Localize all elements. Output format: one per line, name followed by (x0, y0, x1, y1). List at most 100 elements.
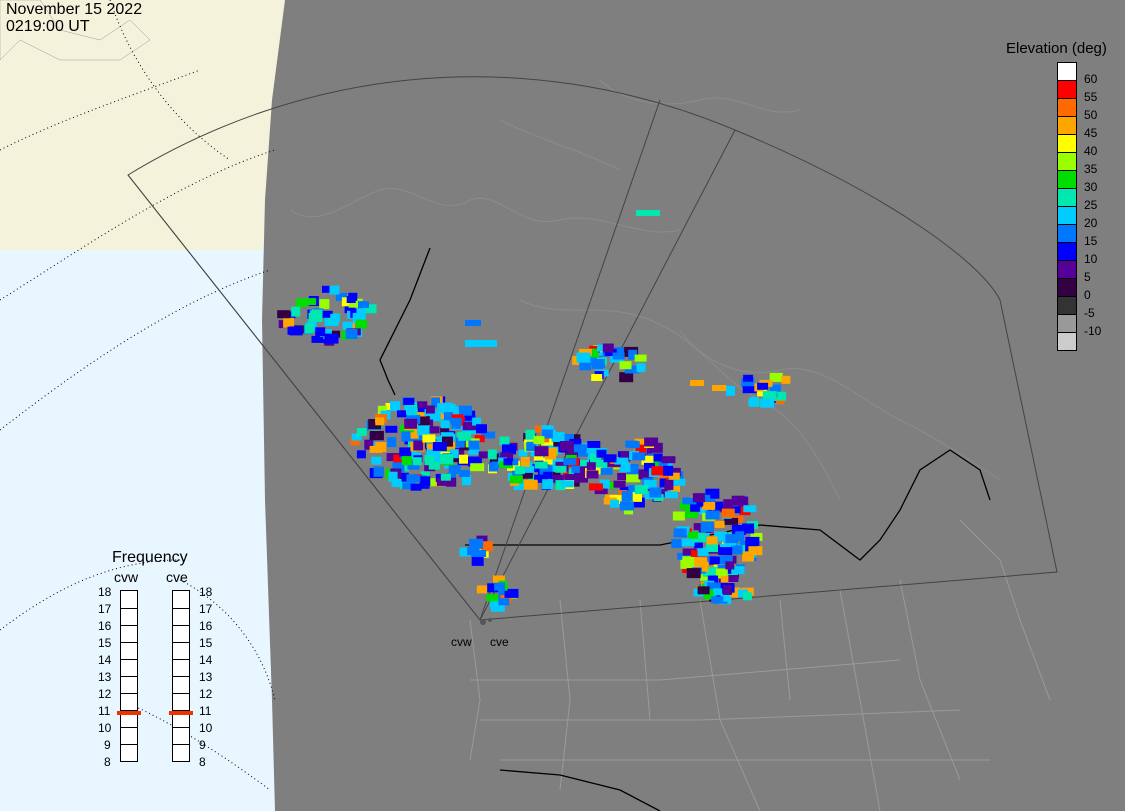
legend-swatch (1058, 135, 1076, 153)
frequency-tick-label: 13 (98, 670, 112, 684)
backscatter-cell (653, 453, 663, 462)
backscatter-cell (413, 440, 424, 451)
backscatter-cell (625, 440, 638, 448)
backscatter-cell (425, 405, 435, 414)
backscatter-cell (399, 447, 412, 457)
backscatter-cell (403, 398, 415, 405)
backscatter-cell (735, 531, 745, 542)
backscatter-cell (628, 485, 641, 493)
backscatter-cell (559, 441, 574, 451)
backscatter-cell (468, 445, 480, 455)
backscatter-cell (628, 349, 638, 360)
backscatter-cell (356, 308, 366, 318)
backscatter-cell (626, 474, 641, 483)
backscatter-cell (728, 575, 739, 582)
backscatter-cell (638, 469, 653, 480)
backscatter-cell (548, 447, 558, 456)
backscatter-cell (448, 465, 461, 474)
backscatter-cell (651, 442, 663, 453)
backscatter-cell (507, 460, 520, 471)
legend-level-label: 55 (1084, 90, 1098, 104)
backscatter-cell (706, 536, 718, 545)
backscatter-cell (631, 491, 642, 502)
backscatter-cell (320, 310, 333, 318)
backscatter-cell (295, 298, 307, 308)
frequency-tick-label: 14 (199, 653, 213, 667)
backscatter-cell (724, 517, 739, 525)
frequency-marker (117, 711, 141, 716)
radar-site-cvw (480, 619, 486, 625)
backscatter-cell (760, 398, 775, 408)
backscatter-cell (707, 582, 718, 593)
backscatter-cell (694, 557, 708, 567)
backscatter-cell (437, 403, 447, 412)
backscatter-cell (682, 556, 697, 564)
backscatter-cell (440, 473, 451, 481)
backscatter-cell (469, 538, 484, 549)
backscatter-cell (498, 598, 510, 606)
backscatter-cell (471, 555, 484, 566)
backscatter-cell (715, 568, 728, 579)
backscatter-cell (580, 459, 589, 469)
backscatter-cell (641, 455, 654, 465)
backscatter-cell (663, 465, 674, 476)
legend-swatch (1058, 63, 1076, 81)
backscatter-cell (520, 456, 530, 467)
legend-swatch (1058, 333, 1076, 350)
backscatter-cell (399, 472, 409, 482)
backscatter-cell (713, 588, 723, 596)
backscatter-cell (283, 317, 295, 328)
backscatter-cell (769, 384, 781, 393)
frequency-bar-cvw (117, 590, 141, 762)
backscatter-cell (311, 309, 323, 317)
legend-level-label: 50 (1084, 108, 1098, 122)
backscatter-cell (730, 506, 741, 514)
frequency-tick-label: 15 (199, 636, 213, 650)
backscatter-cell (440, 426, 450, 437)
backscatter-cell (725, 561, 735, 570)
backscatter-cell (410, 435, 423, 443)
backscatter-cell (725, 534, 739, 544)
backscatter-cell (470, 463, 485, 472)
backscatter-cell (330, 313, 341, 322)
backscatter-cell (319, 299, 330, 310)
backscatter-cell (574, 472, 588, 483)
backscatter-cell (720, 575, 735, 585)
backscatter-cell (375, 442, 387, 452)
backscatter-cell (409, 429, 419, 439)
backscatter-cell (465, 320, 481, 326)
backscatter-cell (661, 456, 676, 464)
backscatter-cell (740, 540, 749, 548)
legend-swatch (1058, 315, 1076, 333)
backscatter-cell (502, 444, 516, 455)
backscatter-cell (595, 459, 608, 468)
backscatter-cell (345, 329, 358, 339)
backscatter-cell (714, 582, 724, 593)
backscatter-cell (509, 475, 523, 484)
backscatter-cell (636, 210, 660, 216)
backscatter-cell (324, 333, 339, 344)
fov-outline (127, 76, 1058, 621)
backscatter-cell (738, 496, 749, 507)
backscatter-cell (743, 505, 757, 513)
frequency-tick-label: 16 (98, 619, 112, 633)
backscatter-cell (723, 584, 732, 595)
backscatter-cell (350, 437, 360, 446)
backscatter-cell (591, 360, 603, 369)
legend-title: Elevation (deg) (1006, 40, 1107, 57)
backscatter-cell (377, 405, 387, 415)
frequency-radar-cve: cve (166, 569, 188, 585)
backscatter-cell (364, 439, 374, 450)
backscatter-cell (356, 450, 366, 459)
backscatter-cell (526, 442, 537, 452)
legend-level-label: 15 (1084, 234, 1098, 248)
backscatter-cell (417, 425, 431, 436)
backscatter-cell (420, 471, 430, 479)
backscatter-cell (491, 461, 505, 469)
backscatter-cell (619, 463, 631, 473)
backscatter-cell (589, 483, 603, 491)
legend-level-label: 35 (1084, 162, 1098, 176)
legend-level-label: -10 (1084, 324, 1102, 338)
backscatter-cell (705, 488, 720, 499)
backscatter-cell (731, 525, 746, 535)
